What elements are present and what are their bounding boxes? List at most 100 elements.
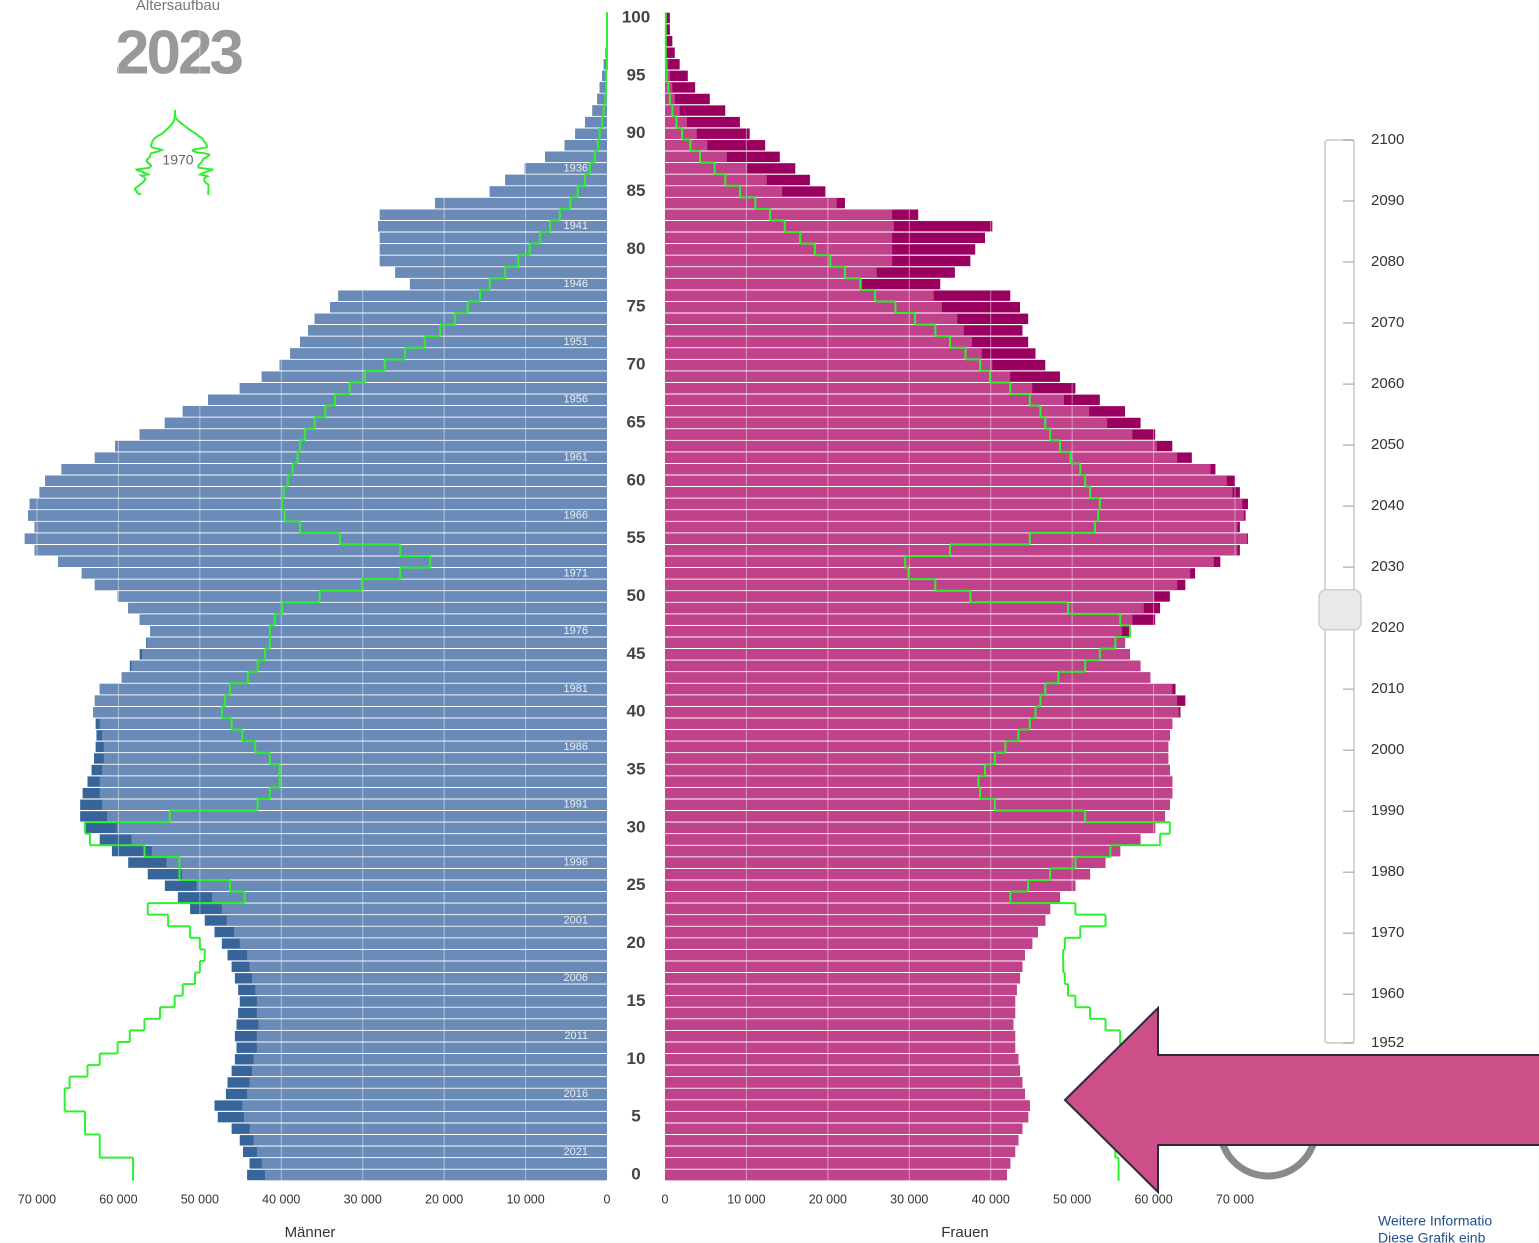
bar-shared xyxy=(665,753,1169,764)
bar xyxy=(665,70,688,82)
bar-shared xyxy=(665,521,1238,533)
bar-shared xyxy=(251,973,607,984)
slider-tick-label: 2020 xyxy=(1371,619,1404,636)
birth-year-label: 1936 xyxy=(564,162,588,174)
bar-shared xyxy=(665,799,1170,810)
bar-shared xyxy=(505,174,607,186)
comparison-thumbnail[interactable] xyxy=(134,110,215,196)
slider-tick-label: 1970 xyxy=(1371,924,1404,941)
birth-year-label: 1966 xyxy=(564,509,588,521)
bar-shared xyxy=(524,163,607,174)
y-tick-label: 0 xyxy=(631,1164,640,1183)
bar-shared xyxy=(94,452,608,463)
bar-shared xyxy=(665,649,1130,660)
bar-shared xyxy=(665,1111,1029,1123)
bar-shared xyxy=(665,845,1121,857)
bar-shared xyxy=(665,1077,1023,1088)
thumbnail-outline[interactable] xyxy=(174,110,215,195)
y-tick-label: 20 xyxy=(627,933,646,952)
y-tick-label: 25 xyxy=(627,875,646,894)
bar-shared xyxy=(115,440,608,452)
bar-shared xyxy=(665,209,893,220)
y-tick-label: 15 xyxy=(627,991,646,1010)
bar-shared xyxy=(665,1065,1021,1077)
footer-link[interactable]: Diese Grafik einb xyxy=(1378,1230,1486,1243)
y-tick-label: 30 xyxy=(627,817,646,836)
footer-link[interactable]: Weitere Informatio xyxy=(1378,1213,1492,1229)
bar-shared xyxy=(665,1019,1014,1030)
x-tick-label: 50 000 xyxy=(181,1192,219,1206)
bar-shared xyxy=(251,1065,607,1077)
bar-shared xyxy=(665,440,1157,452)
slider-tick-label: 2070 xyxy=(1371,314,1404,331)
bar-shared xyxy=(665,1158,1011,1169)
y-tick-label: 85 xyxy=(627,181,646,200)
y-tick-label: 100 xyxy=(622,7,650,26)
bar-shared xyxy=(256,1146,607,1158)
bar-shared xyxy=(665,602,1144,614)
slider-tick-label: 1990 xyxy=(1371,802,1404,819)
bar-shared xyxy=(602,70,607,82)
bar-shared xyxy=(665,683,1173,695)
bar-shared xyxy=(665,1007,1016,1019)
bar-shared xyxy=(665,949,1025,961)
birth-year-label: 1991 xyxy=(564,799,588,811)
bar xyxy=(665,105,726,116)
bar-shared xyxy=(665,996,1016,1007)
x-tick-label: 0 xyxy=(662,1192,669,1206)
bar-shared xyxy=(665,961,1023,972)
bar-shared xyxy=(665,915,1046,926)
bar-shared xyxy=(249,1123,607,1134)
slider-tick-label: 1952 xyxy=(1371,1034,1404,1051)
bar-shared xyxy=(249,961,607,972)
y-tick-label: 35 xyxy=(627,760,646,779)
slider-handle[interactable] xyxy=(1318,589,1362,631)
bar-shared xyxy=(665,313,958,325)
bar xyxy=(665,12,670,24)
y-tick-label: 70 xyxy=(627,355,646,374)
bar-shared xyxy=(665,556,1214,567)
slider-tick-label: 2030 xyxy=(1371,558,1404,575)
bar-shared xyxy=(665,626,1122,637)
bar-shared xyxy=(665,302,942,313)
bar-shared xyxy=(131,660,607,672)
bar-shared xyxy=(253,1054,607,1065)
bar-shared xyxy=(139,429,607,440)
thumbnail-outline[interactable] xyxy=(134,110,176,196)
bar-shared xyxy=(665,868,1091,880)
bar-shared xyxy=(256,1007,607,1019)
bar-shared xyxy=(94,695,608,706)
birth-year-label: 1941 xyxy=(564,220,588,232)
slider-tick-label: 1980 xyxy=(1371,863,1404,880)
labels: 0 0 10 000 10 000 20 000 20 000 30 000 30 000 40… xyxy=(18,7,1254,1206)
year-slider[interactable]: 2100 2090 2080 2070 2060 2050 2040 2030 2020 2010… xyxy=(1318,131,1404,1051)
birth-year-label: 2006 xyxy=(564,972,588,984)
bar-shared xyxy=(249,1077,607,1088)
y-tick-label: 95 xyxy=(627,65,646,84)
y-tick-label: 90 xyxy=(627,123,646,142)
bar-shared xyxy=(102,730,608,741)
y-tick-label: 55 xyxy=(627,528,646,547)
bar-shared xyxy=(665,718,1173,729)
slider-tick-label: 2050 xyxy=(1371,436,1404,453)
bar-shared xyxy=(29,498,607,510)
bar-shared xyxy=(665,533,1248,544)
x-tick-label: 60 000 xyxy=(1134,1192,1172,1206)
bar-shared xyxy=(142,649,608,660)
bar-shared xyxy=(181,868,607,880)
y-tick-label: 40 xyxy=(627,702,646,721)
x-tick-label: 40 000 xyxy=(262,1192,300,1206)
bar-shared xyxy=(28,510,608,521)
bar-shared xyxy=(665,498,1243,510)
bar-shared xyxy=(665,637,1126,648)
bar-shared xyxy=(665,1146,1016,1158)
slider-tick-label: 2000 xyxy=(1371,741,1404,758)
y-tick-label: 60 xyxy=(627,470,646,489)
comparison-outline xyxy=(63,12,1171,1181)
bar-shared xyxy=(665,857,1106,868)
birth-year-label: 1961 xyxy=(564,452,588,464)
x-tick-label: 20 000 xyxy=(425,1192,463,1206)
bar-shared xyxy=(131,834,607,845)
bar-shared xyxy=(151,845,608,857)
